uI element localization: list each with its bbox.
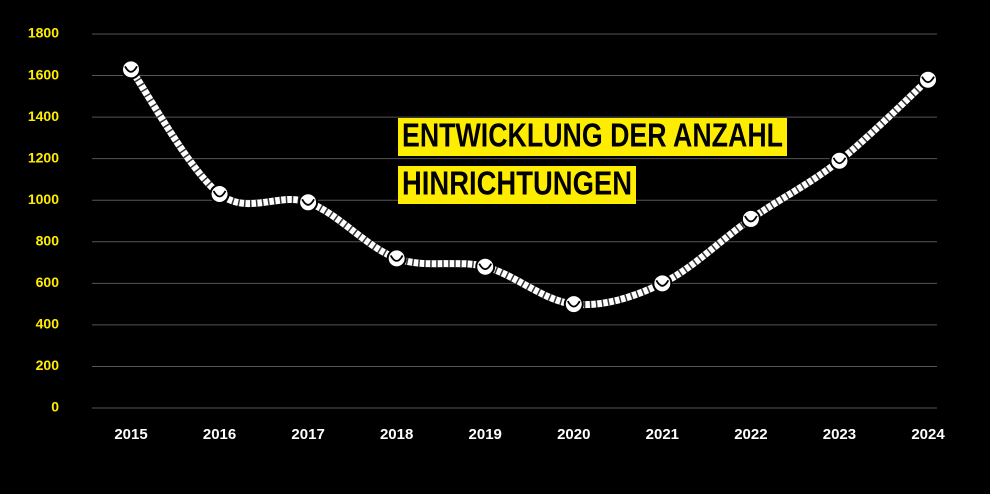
knot-loop: [744, 215, 758, 223]
y-tick-label: 1000: [28, 191, 59, 207]
title-line: HINRICHTUNGEN: [402, 165, 632, 202]
y-tick-label: 800: [36, 232, 60, 248]
knot: [652, 273, 673, 294]
y-tick-label: 1400: [28, 108, 59, 124]
title-line: ENTWICKLUNG DER ANZAHL: [402, 117, 783, 154]
knot-loop: [124, 65, 138, 73]
knot: [121, 59, 141, 80]
knot: [209, 183, 230, 204]
knot-loop: [921, 76, 935, 84]
y-tick-label: 400: [36, 316, 60, 332]
knot-loop: [655, 279, 670, 287]
x-tick-label: 2021: [646, 426, 679, 443]
rope-line: [127, 65, 932, 309]
y-tick-label: 600: [36, 274, 60, 290]
knot-loop: [566, 300, 581, 308]
x-tick-label: 2023: [823, 426, 856, 443]
knot: [298, 192, 319, 213]
knot: [918, 69, 938, 90]
knot: [563, 294, 584, 315]
knot: [740, 208, 761, 229]
knot-loop: [212, 190, 227, 198]
x-tick-label: 2022: [734, 426, 767, 443]
x-tick-label: 2015: [114, 426, 147, 443]
y-tick-label: 1600: [28, 66, 59, 82]
x-tick-label: 2019: [469, 426, 502, 443]
title-box: [398, 118, 787, 156]
knot-loop: [301, 198, 315, 206]
knot: [386, 248, 407, 269]
x-tick-label: 2016: [203, 426, 236, 443]
knot: [475, 256, 496, 277]
knot: [829, 150, 850, 171]
knot-loop: [478, 263, 493, 271]
x-tick-label: 2018: [380, 426, 413, 443]
y-tick-label: 1200: [28, 149, 59, 165]
y-tick-label: 0: [51, 399, 59, 415]
knot-loop: [389, 254, 404, 262]
x-tick-label: 2017: [291, 426, 324, 443]
title-box: [398, 166, 636, 204]
title-block: ENTWICKLUNG DER ANZAHL HINRICHTUNGEN: [398, 117, 787, 204]
x-tick-label: 2020: [557, 426, 590, 443]
rope: [121, 59, 938, 315]
knot-loop: [832, 157, 847, 165]
x-tick-label: 2024: [911, 426, 945, 443]
y-tick-label: 200: [36, 357, 60, 373]
y-tick-label: 1800: [28, 25, 59, 41]
